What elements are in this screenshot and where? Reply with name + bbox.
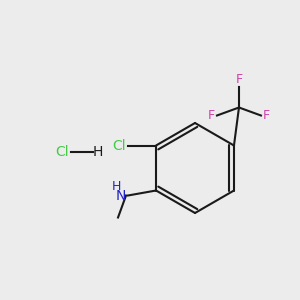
Text: Cl: Cl bbox=[112, 139, 126, 152]
Text: H: H bbox=[93, 145, 103, 159]
Text: H: H bbox=[111, 180, 121, 193]
Text: N: N bbox=[116, 188, 126, 203]
Text: Cl: Cl bbox=[55, 145, 69, 159]
Text: F: F bbox=[236, 74, 242, 86]
Text: F: F bbox=[208, 109, 215, 122]
Text: F: F bbox=[263, 109, 270, 122]
